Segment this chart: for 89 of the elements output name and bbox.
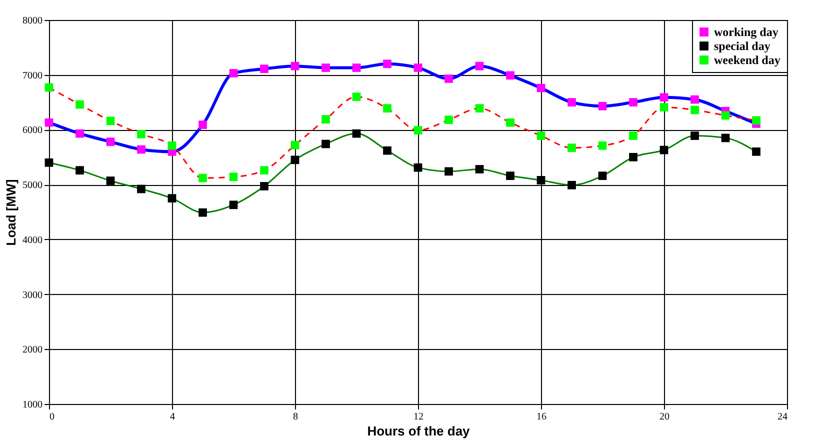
point	[690, 132, 699, 140]
x-axis-title: Hours of the day	[367, 424, 471, 438]
point	[536, 176, 546, 184]
point	[76, 100, 84, 109]
x-tick-label: 0	[50, 412, 54, 422]
point	[752, 147, 760, 156]
point	[290, 62, 300, 70]
point	[137, 184, 146, 194]
point	[475, 104, 484, 113]
point	[44, 158, 54, 167]
point	[229, 69, 238, 78]
y-tick-label: 4000	[22, 234, 42, 246]
point	[690, 95, 699, 104]
x-tick-label: 20	[660, 412, 670, 422]
point	[168, 194, 176, 202]
point	[322, 64, 330, 72]
point	[383, 104, 392, 113]
point	[414, 163, 422, 172]
point	[76, 166, 84, 174]
y-tick-label: 1000	[22, 400, 42, 410]
point	[352, 92, 361, 101]
point	[721, 134, 730, 142]
point	[198, 208, 207, 217]
legend-label: special day	[714, 39, 770, 53]
y-axis-title: Load [MW]	[4, 179, 18, 246]
point	[260, 64, 268, 74]
y-tick-label: 6000	[22, 125, 42, 136]
point	[568, 98, 576, 106]
point	[322, 115, 330, 124]
point	[444, 74, 453, 83]
point	[568, 180, 576, 190]
point	[106, 116, 115, 126]
point	[690, 106, 699, 114]
y-tick-label: 8000	[22, 16, 42, 26]
point	[444, 167, 453, 176]
x-tick-label: 4	[170, 412, 175, 422]
point	[568, 144, 576, 152]
point	[229, 200, 238, 210]
x-tick-label: 8	[293, 412, 298, 422]
point	[660, 146, 668, 154]
point	[260, 182, 268, 190]
point	[506, 118, 514, 127]
point	[260, 166, 268, 174]
y-tick-label: 2000	[22, 344, 42, 356]
point	[383, 146, 392, 155]
point	[198, 120, 207, 129]
point	[506, 71, 514, 80]
point	[106, 176, 115, 185]
point	[290, 140, 300, 150]
point	[660, 93, 668, 102]
y-tick-label: 7000	[22, 70, 42, 82]
point	[536, 132, 546, 140]
x-tick-label: 24	[778, 412, 788, 422]
point	[475, 165, 484, 174]
point	[598, 102, 607, 110]
point	[106, 138, 115, 146]
point	[352, 129, 361, 138]
point	[506, 172, 514, 180]
point	[290, 156, 300, 164]
point	[660, 103, 668, 112]
x-tick-label: 16	[536, 412, 546, 422]
point	[721, 111, 730, 120]
y-tick-label: 3000	[22, 290, 42, 301]
point	[137, 130, 146, 138]
legend-label: working day	[714, 25, 778, 39]
point	[598, 172, 607, 180]
point	[44, 118, 54, 127]
point	[44, 83, 54, 92]
y-tick-label: 5000	[22, 180, 42, 192]
point	[536, 84, 546, 92]
point	[629, 132, 638, 140]
point	[752, 116, 760, 125]
point	[629, 152, 638, 162]
point	[383, 60, 392, 68]
point	[229, 172, 238, 182]
point	[414, 126, 422, 134]
point	[76, 129, 84, 138]
point	[475, 62, 484, 70]
point	[598, 141, 607, 150]
point	[168, 141, 176, 150]
point	[352, 64, 361, 72]
point	[444, 116, 453, 124]
legend-label: weekend day	[714, 53, 780, 67]
point	[322, 140, 330, 148]
point	[198, 174, 207, 182]
x-tick-label: 12	[414, 412, 424, 422]
point	[414, 64, 422, 72]
point	[629, 98, 638, 106]
point	[137, 145, 146, 154]
